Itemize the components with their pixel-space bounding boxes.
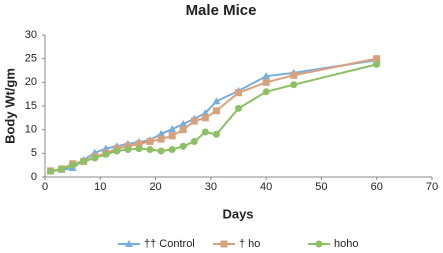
marker	[80, 157, 88, 165]
marker	[157, 147, 165, 155]
x-tick-label: 50	[315, 181, 327, 193]
x-tick-label: 0	[42, 181, 48, 193]
marker	[373, 60, 381, 68]
x-tick-label: 10	[94, 181, 106, 193]
marker	[157, 129, 166, 137]
x-tick-label: 60	[371, 181, 383, 193]
marker	[373, 55, 381, 63]
marker	[262, 88, 270, 96]
marker	[235, 89, 242, 97]
y-tick-label: 30	[25, 29, 37, 41]
marker	[157, 135, 165, 143]
marker	[201, 114, 209, 122]
marker	[91, 154, 99, 162]
marker	[125, 240, 133, 247]
y-tick-label: 0	[31, 171, 37, 183]
marker	[113, 147, 121, 155]
marker	[135, 140, 143, 148]
marker	[212, 130, 220, 138]
y-tick-label: 15	[25, 100, 37, 112]
y-tick-label: 5	[31, 147, 37, 159]
marker	[179, 126, 187, 134]
marker	[235, 104, 242, 112]
marker	[47, 167, 55, 175]
marker	[290, 71, 298, 79]
y-axis-label: Body Wt/gm	[2, 68, 17, 144]
marker	[168, 125, 177, 133]
marker	[190, 138, 198, 145]
y-tick-label: 25	[25, 53, 37, 65]
marker	[124, 146, 132, 154]
marker	[315, 240, 323, 248]
marker	[69, 161, 77, 169]
x-tick-label: 30	[205, 181, 217, 193]
marker	[179, 142, 187, 150]
x-tick-label: 40	[260, 181, 272, 193]
marker	[135, 145, 143, 153]
y-tick-label: 20	[25, 76, 37, 88]
legend-label: †† Control	[144, 238, 195, 250]
x-axis-label: Days	[222, 206, 253, 221]
marker	[168, 132, 176, 140]
x-tick-label: 70	[426, 181, 438, 193]
marker	[212, 97, 221, 105]
marker	[262, 78, 270, 86]
marker	[262, 72, 271, 80]
marker	[58, 165, 66, 173]
legend-label: hoho	[334, 238, 358, 250]
legend-label: † ho	[239, 238, 260, 250]
marker	[290, 81, 298, 89]
x-tick-label: 20	[149, 181, 161, 193]
marker	[201, 128, 209, 136]
marker	[146, 146, 154, 154]
marker	[212, 107, 220, 115]
y-tick-label: 10	[25, 124, 37, 136]
marker	[146, 138, 154, 145]
marker	[179, 119, 188, 127]
chart-title: Male Mice	[186, 2, 257, 19]
marker	[190, 117, 198, 125]
marker	[102, 150, 110, 158]
marker	[168, 146, 176, 154]
marker	[220, 240, 228, 248]
